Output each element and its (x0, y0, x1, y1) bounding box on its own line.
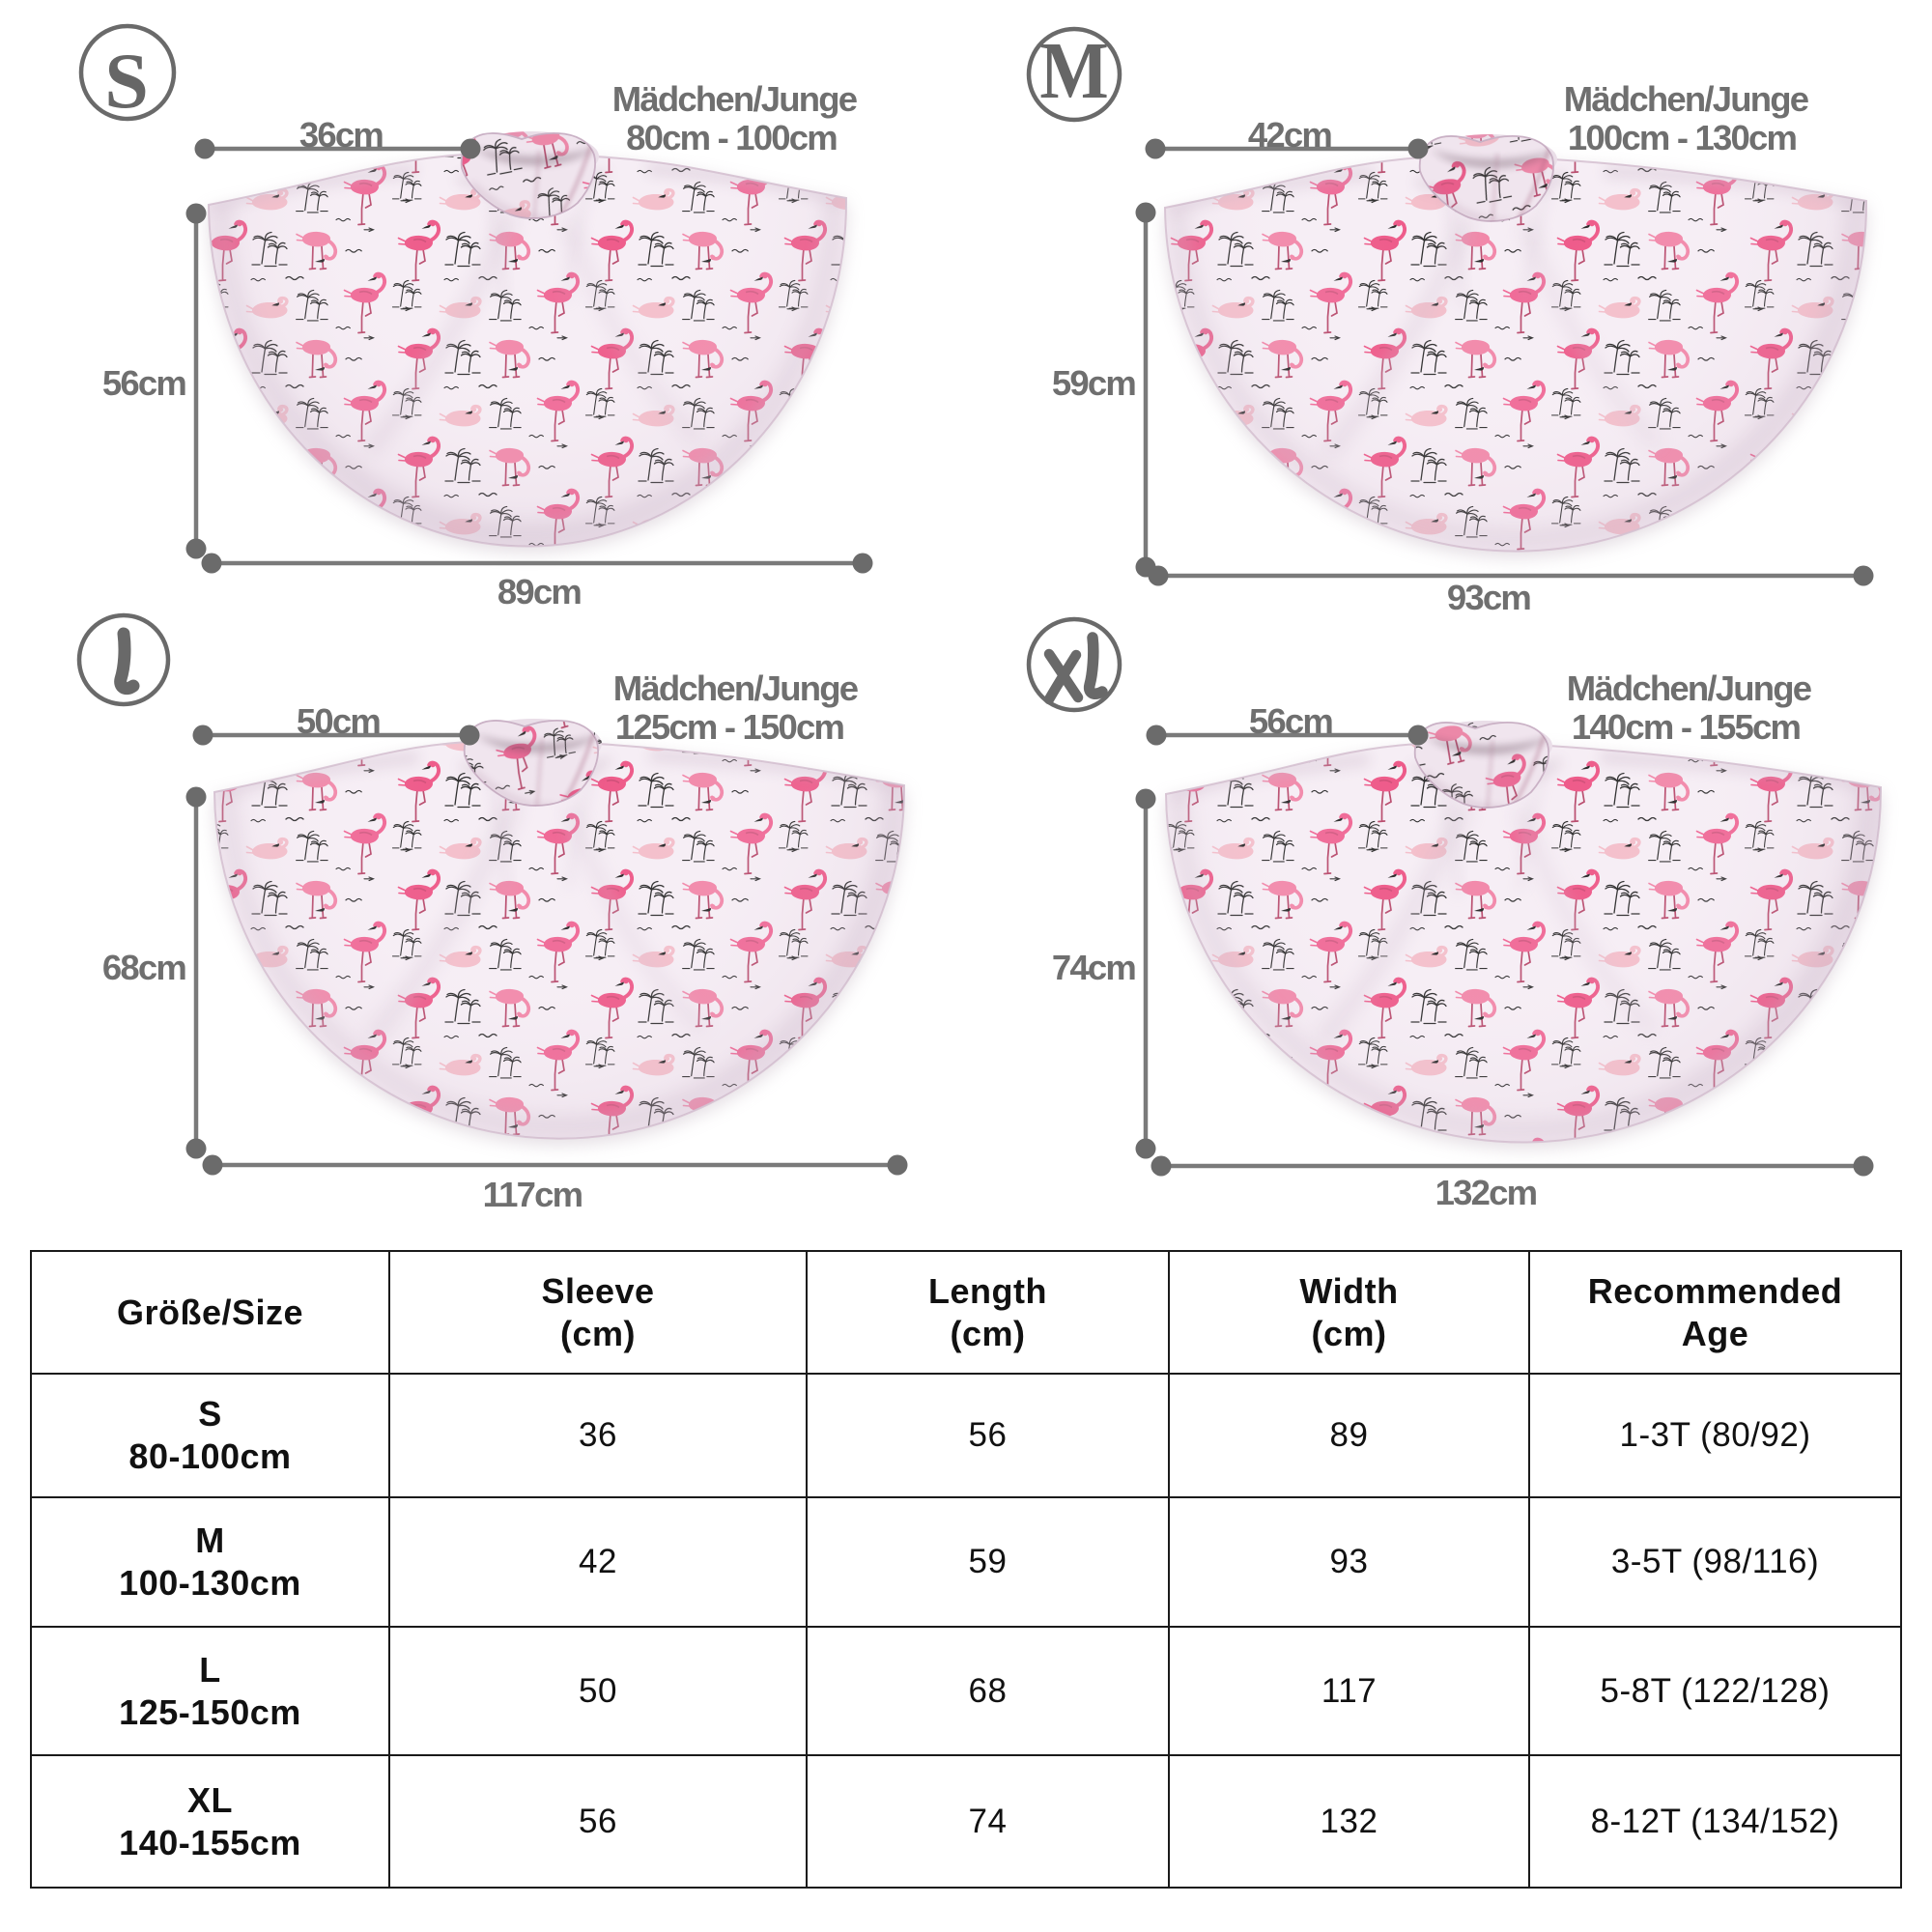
svg-text:Mädchen/Junge: Mädchen/Junge (1567, 668, 1812, 708)
svg-text:56cm: 56cm (1249, 701, 1332, 741)
svg-text:80cm - 100cm: 80cm - 100cm (626, 118, 837, 157)
svg-text:93cm: 93cm (1447, 578, 1530, 617)
svg-text:42cm: 42cm (1248, 115, 1331, 155)
svg-text:S: S (104, 37, 149, 125)
svg-text:140cm - 155cm: 140cm - 155cm (1572, 707, 1801, 747)
svg-text:68cm: 68cm (102, 948, 185, 987)
svg-text:59cm: 59cm (1052, 363, 1135, 403)
svg-text:56cm: 56cm (102, 363, 185, 403)
svg-text:50cm: 50cm (297, 701, 380, 741)
svg-text:Mädchen/Junge: Mädchen/Junge (1564, 79, 1809, 119)
svg-text:36cm: 36cm (299, 115, 383, 155)
svg-text:Mädchen/Junge: Mädchen/Junge (612, 79, 858, 119)
svg-text:132cm: 132cm (1435, 1173, 1537, 1212)
svg-text:Mädchen/Junge: Mädchen/Junge (613, 668, 859, 708)
svg-text:M: M (1039, 26, 1108, 116)
svg-text:100cm - 130cm: 100cm - 130cm (1568, 118, 1797, 157)
svg-text:125cm - 150cm: 125cm - 150cm (615, 707, 844, 747)
svg-text:117cm: 117cm (483, 1175, 582, 1214)
svg-text:89cm: 89cm (497, 572, 581, 611)
svg-text:74cm: 74cm (1052, 948, 1135, 987)
